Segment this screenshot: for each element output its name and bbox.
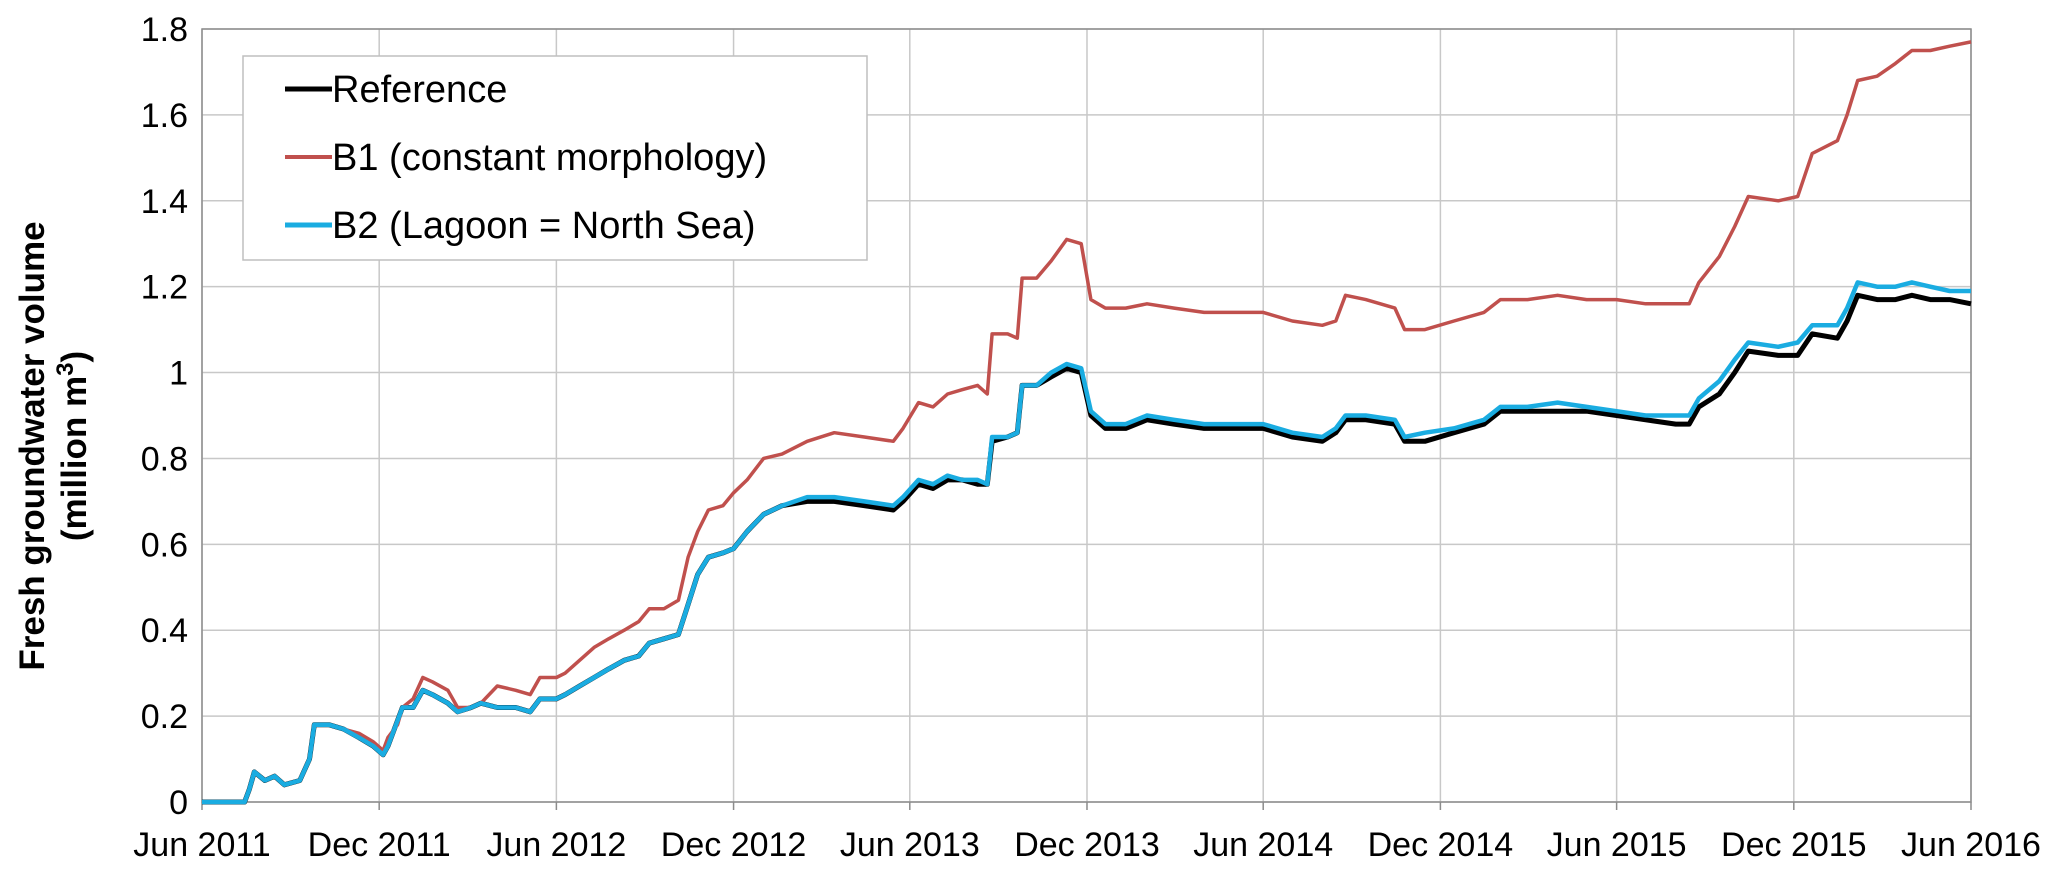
x-tick-label: Jun 2011: [133, 826, 270, 864]
y-tick-label: 0: [169, 784, 188, 822]
y-axis-title: Fresh groundwater volume (million m3): [13, 221, 94, 670]
y-tick-label: 0.4: [141, 612, 188, 650]
x-tick-label: Jun 2015: [1547, 826, 1687, 864]
x-tick-label: Jun 2012: [486, 826, 626, 864]
x-tick-label: Jun 2016: [1901, 826, 2041, 864]
y-axis-title-line2: (million m3): [52, 351, 95, 541]
x-tick-label: Dec 2015: [1721, 826, 1867, 864]
x-axis-ticks: Jun 2011 Dec 2011 Jun 2012 Dec 2012 Jun 2013…: [133, 802, 2041, 864]
legend: Reference B1 (constant morphology) B2 (L…: [242, 55, 868, 261]
y-tick-label: 0.6: [141, 526, 188, 564]
x-tick-label: Dec 2013: [1014, 826, 1160, 864]
y-tick-label: 0.2: [141, 698, 188, 736]
series-line-b2: [202, 280, 1971, 805]
y-axis-title-line1: Fresh groundwater volume: [13, 221, 52, 670]
legend-box: [242, 55, 868, 261]
y-tick-label: 1.4: [141, 183, 188, 221]
legend-label-reference: Reference: [332, 69, 507, 111]
y-tick-label: 1: [169, 355, 188, 393]
y-tick-label: 1.6: [141, 97, 188, 135]
legend-label-b2: B2 (Lagoon = North Sea): [332, 205, 756, 247]
legend-label-b1: B1 (constant morphology): [332, 137, 767, 179]
x-tick-label: Dec 2014: [1368, 826, 1514, 864]
x-tick-label: Jun 2014: [1193, 826, 1333, 864]
x-tick-label: Dec 2011: [308, 826, 451, 864]
y-tick-label: 0.8: [141, 440, 188, 478]
series-layer: [202, 40, 1972, 805]
x-tick-label: Jun 2013: [840, 826, 980, 864]
y-tick-label: 1.8: [141, 11, 188, 49]
x-tick-label: Dec 2012: [661, 826, 807, 864]
y-axis-ticks: 0 0.2 0.4 0.6 0.8 1 1.2 1.4 1.6 1.8: [141, 11, 188, 822]
series-line-b1: [202, 40, 1972, 804]
y-tick-label: 1.2: [141, 269, 188, 307]
